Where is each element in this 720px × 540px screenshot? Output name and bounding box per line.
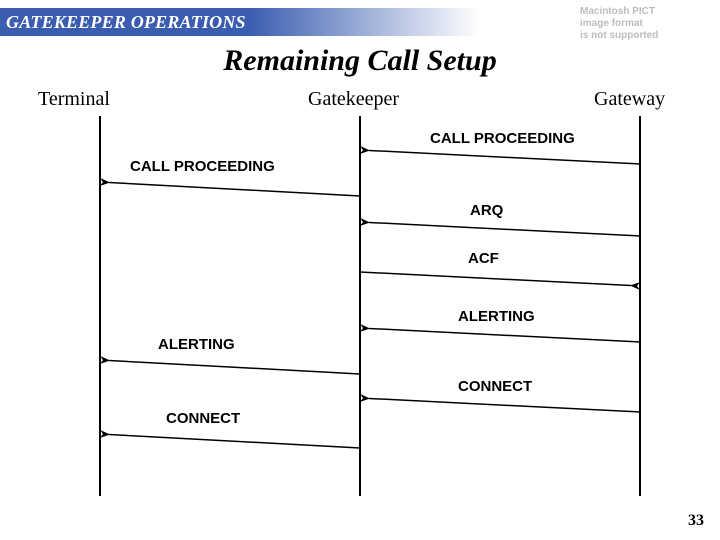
pict-watermark: Macintosh PICT image format is not suppo… xyxy=(580,6,710,42)
lifeline-label-gatekeeper: Gatekeeper xyxy=(308,88,399,111)
pict-line1: Macintosh PICT xyxy=(580,6,710,18)
message-arrow-0 xyxy=(348,138,652,176)
message-arrow-6 xyxy=(348,386,652,424)
message-arrow-1 xyxy=(88,170,372,208)
message-arrow-7 xyxy=(88,422,372,460)
message-arrow-5 xyxy=(88,348,372,386)
pict-line2: image format xyxy=(580,18,710,30)
message-arrow-4 xyxy=(348,316,652,354)
page-number: 33 xyxy=(688,512,704,530)
lifeline-label-gateway: Gateway xyxy=(594,88,665,111)
pict-line3: is not supported xyxy=(580,30,710,42)
message-arrow-3 xyxy=(348,260,652,298)
message-arrow-2 xyxy=(348,210,652,248)
page-title: Remaining Call Setup xyxy=(0,44,720,78)
lifeline-label-terminal: Terminal xyxy=(38,88,110,111)
header-banner-text: GATEKEEPER OPERATIONS xyxy=(0,12,246,32)
